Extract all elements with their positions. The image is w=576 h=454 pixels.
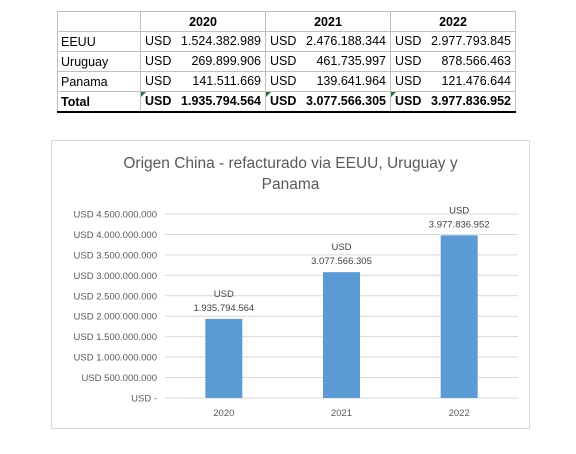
- currency-label: USD: [145, 34, 172, 48]
- cell-value: 878.566.463: [441, 54, 511, 68]
- cell: USD 2.977.793.845: [390, 31, 516, 52]
- y-tick-label: USD -: [131, 394, 157, 405]
- data-label-currency: USD: [214, 289, 234, 300]
- cell: USD 3.077.566.305: [265, 91, 391, 113]
- cell-value: 461.735.997: [316, 54, 386, 68]
- cell: USD 139.641.964: [265, 71, 391, 92]
- cell: USD 121.476.644: [390, 71, 516, 92]
- bar-chart-plot: USD - USD 500.000.000 USD 1.000.000.000 USD…: [74, 205, 518, 419]
- y-tick-label: USD 3.500.000.000: [74, 250, 157, 261]
- x-tick-label: 2021: [331, 408, 352, 419]
- y-tick-label: USD 2.000.000.000: [74, 312, 157, 323]
- currency-label: USD: [270, 74, 297, 88]
- cell: USD 269.899.906: [140, 51, 266, 72]
- summary-table: 2020 2021 2022 EEUU USD 1.524.382.989 USD…: [57, 11, 516, 113]
- table-row: Panama USD 141.511.669 USD 139.641.964 USD…: [57, 71, 516, 92]
- currency-label: USD: [395, 54, 422, 68]
- y-tick-label: USD 3.000.000.000: [74, 271, 157, 282]
- y-tick-label: USD 1.000.000.000: [74, 353, 157, 364]
- table-row: EEUU USD 1.524.382.989 USD 2.476.188.344 U…: [57, 31, 516, 52]
- cell: USD 1.935.794.564: [140, 91, 266, 113]
- cell-value: 141.511.669: [192, 74, 261, 88]
- x-tick-label: 2020: [213, 408, 234, 419]
- y-tick-label: USD 1.500.000.000: [74, 332, 157, 343]
- cell-value: 2.476.188.344: [306, 34, 386, 48]
- currency-label: USD: [395, 34, 422, 48]
- row-label: Uruguay: [57, 51, 141, 72]
- data-label-value: 1.935.794.564: [193, 303, 254, 314]
- currency-label: USD: [145, 94, 172, 108]
- cell: USD 461.735.997: [265, 51, 391, 72]
- currency-label: USD: [270, 34, 297, 48]
- data-label-value: 3.977.836.952: [429, 219, 490, 230]
- table-header-row: 2020 2021 2022: [57, 11, 516, 32]
- table-header-2022: 2022: [390, 11, 516, 32]
- data-label-currency: USD: [331, 242, 351, 253]
- data-label-value: 3.077.566.305: [311, 256, 372, 267]
- currency-label: USD: [270, 54, 297, 68]
- cell: USD 3.977.836.952: [390, 91, 516, 113]
- cell: USD 878.566.463: [390, 51, 516, 72]
- currency-label: USD: [270, 94, 297, 108]
- currency-label: USD: [145, 54, 172, 68]
- y-tick-label: USD 2.500.000.000: [74, 291, 157, 302]
- table-header-2021: 2021: [265, 11, 391, 32]
- x-tick-label: 2022: [449, 408, 470, 419]
- chart-title-line2: Panama: [261, 176, 320, 193]
- cell-value: 2.977.793.845: [431, 34, 511, 48]
- row-label: EEUU: [57, 31, 141, 52]
- y-tick-label: USD 4.000.000.000: [74, 230, 157, 241]
- cell: USD 141.511.669: [140, 71, 266, 92]
- cell-value: 3.077.566.305: [306, 94, 386, 108]
- cell-value: 1.935.794.564: [181, 94, 261, 108]
- cell-value: 3.977.836.952: [431, 94, 511, 108]
- cell: USD 2.476.188.344: [265, 31, 391, 52]
- cell-value: 121.476.644: [441, 74, 511, 88]
- bar: [440, 235, 478, 398]
- row-label: Total: [57, 91, 141, 113]
- currency-label: USD: [145, 74, 172, 88]
- bar: [323, 272, 360, 398]
- row-label: Panama: [57, 71, 141, 92]
- chart-title-line1: Origen China - refacturado via EEUU, Uru…: [123, 155, 458, 172]
- cell-value: 269.899.906: [191, 54, 261, 68]
- bar: [205, 318, 243, 398]
- cell: USD 1.524.382.989: [140, 31, 266, 52]
- table-header-empty: [57, 11, 141, 32]
- y-tick-label: USD 500.000.000: [81, 373, 157, 384]
- table-header-2020: 2020: [140, 11, 266, 32]
- cell-value: 139.641.964: [316, 74, 386, 88]
- cell-value: 1.524.382.989: [181, 34, 261, 48]
- currency-label: USD: [395, 74, 422, 88]
- table-row: Uruguay USD 269.899.906 USD 461.735.997 US…: [57, 51, 516, 72]
- table-total-row: Total USD 1.935.794.564 USD 3.077.566.305 …: [57, 91, 516, 113]
- chart-title: Origen China - refacturado via EEUU, Uru…: [52, 153, 529, 195]
- currency-label: USD: [395, 94, 422, 108]
- y-tick-label: USD 4.500.000.000: [74, 210, 157, 221]
- chart-container: Origen China - refacturado via EEUU, Uru…: [51, 140, 530, 429]
- data-label-currency: USD: [449, 205, 469, 216]
